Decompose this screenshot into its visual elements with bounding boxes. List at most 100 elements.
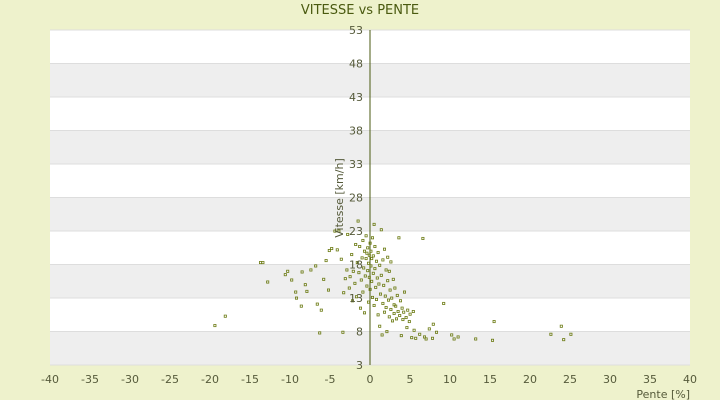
data-point	[474, 337, 478, 341]
data-point	[360, 256, 364, 260]
data-point	[351, 269, 355, 273]
data-point	[376, 251, 380, 255]
data-point	[492, 320, 496, 324]
data-point	[386, 298, 390, 302]
data-point	[315, 302, 319, 306]
data-point	[407, 320, 411, 324]
data-point	[366, 246, 370, 250]
x-tick-label: 35	[643, 373, 657, 386]
data-point	[383, 294, 387, 298]
x-tick-label: 10	[443, 373, 457, 386]
data-point	[394, 317, 398, 321]
data-point	[392, 312, 396, 316]
data-point	[366, 269, 370, 273]
data-point	[414, 336, 418, 340]
data-point	[394, 304, 398, 308]
data-point	[370, 257, 374, 261]
data-point	[373, 267, 377, 271]
data-point	[319, 308, 323, 312]
data-point	[358, 306, 362, 310]
data-point	[382, 310, 386, 314]
data-point	[378, 292, 382, 296]
data-point	[427, 327, 431, 331]
data-point	[389, 307, 393, 311]
data-point	[386, 255, 390, 259]
x-tick-label: 30	[603, 373, 617, 386]
data-point	[404, 316, 408, 320]
x-tick-label: -35	[81, 373, 99, 386]
data-point	[324, 259, 328, 263]
data-point	[369, 264, 373, 268]
data-point	[375, 276, 379, 280]
data-point	[399, 334, 403, 338]
x-tick-label: 40	[683, 373, 697, 386]
data-point	[410, 336, 414, 340]
x-tick-label: -20	[201, 373, 219, 386]
data-point	[371, 254, 375, 258]
data-point	[261, 261, 265, 265]
data-point	[390, 296, 394, 300]
data-point	[381, 301, 385, 305]
data-point	[377, 282, 381, 286]
data-point	[356, 219, 360, 223]
data-point	[366, 261, 370, 265]
data-point	[393, 286, 397, 290]
data-point	[387, 269, 391, 273]
data-point	[358, 245, 362, 249]
data-point	[379, 273, 383, 277]
data-point	[350, 253, 354, 257]
x-tick-label: 25	[563, 373, 577, 386]
data-point	[364, 257, 368, 261]
data-point	[398, 299, 402, 303]
data-point	[385, 330, 389, 334]
data-point	[386, 279, 390, 283]
data-point	[362, 311, 366, 315]
data-point	[350, 299, 354, 303]
y-tick-label: 13	[349, 292, 363, 305]
data-point	[294, 296, 298, 300]
data-point	[294, 290, 298, 294]
x-tick-label: 5	[407, 373, 414, 386]
data-point	[418, 332, 422, 336]
data-point	[401, 318, 405, 322]
y-tick-label: 8	[356, 326, 363, 339]
data-point	[333, 229, 337, 233]
data-point	[365, 251, 369, 255]
data-points	[213, 219, 573, 342]
data-point	[341, 330, 345, 334]
data-point	[305, 289, 309, 293]
data-point	[283, 273, 287, 277]
chart-title: VITESSE vs PENTE	[300, 3, 420, 18]
data-point	[398, 314, 402, 318]
x-tick-label: -15	[241, 373, 259, 386]
data-point	[402, 310, 406, 314]
data-point	[370, 279, 374, 283]
data-point	[562, 338, 566, 342]
data-point	[354, 242, 358, 246]
data-point	[382, 283, 386, 287]
data-point	[422, 335, 426, 339]
data-point	[450, 333, 454, 337]
data-point	[346, 232, 350, 236]
data-point	[357, 271, 361, 275]
data-point	[367, 275, 371, 279]
x-tick-label: 20	[523, 373, 537, 386]
data-point	[402, 290, 406, 294]
y-tick-label: 3	[356, 359, 363, 372]
x-axis-label: Pente [%]	[636, 388, 690, 400]
data-point	[384, 305, 388, 309]
data-point	[382, 247, 386, 251]
data-point	[381, 258, 385, 262]
data-point	[395, 293, 399, 297]
data-point	[371, 271, 375, 275]
y-tick-label: 18	[349, 259, 363, 272]
y-tick-label: 53	[349, 24, 363, 37]
data-point	[378, 324, 382, 328]
data-point	[559, 324, 563, 328]
data-point	[372, 303, 376, 307]
data-point	[490, 338, 494, 342]
x-tick-labels: -40 -35 -30 -25 -20 -15 -10 -5 0 5 10 15 20 25 30 35 40	[41, 373, 697, 386]
data-point	[374, 297, 378, 301]
data-point	[374, 285, 378, 289]
